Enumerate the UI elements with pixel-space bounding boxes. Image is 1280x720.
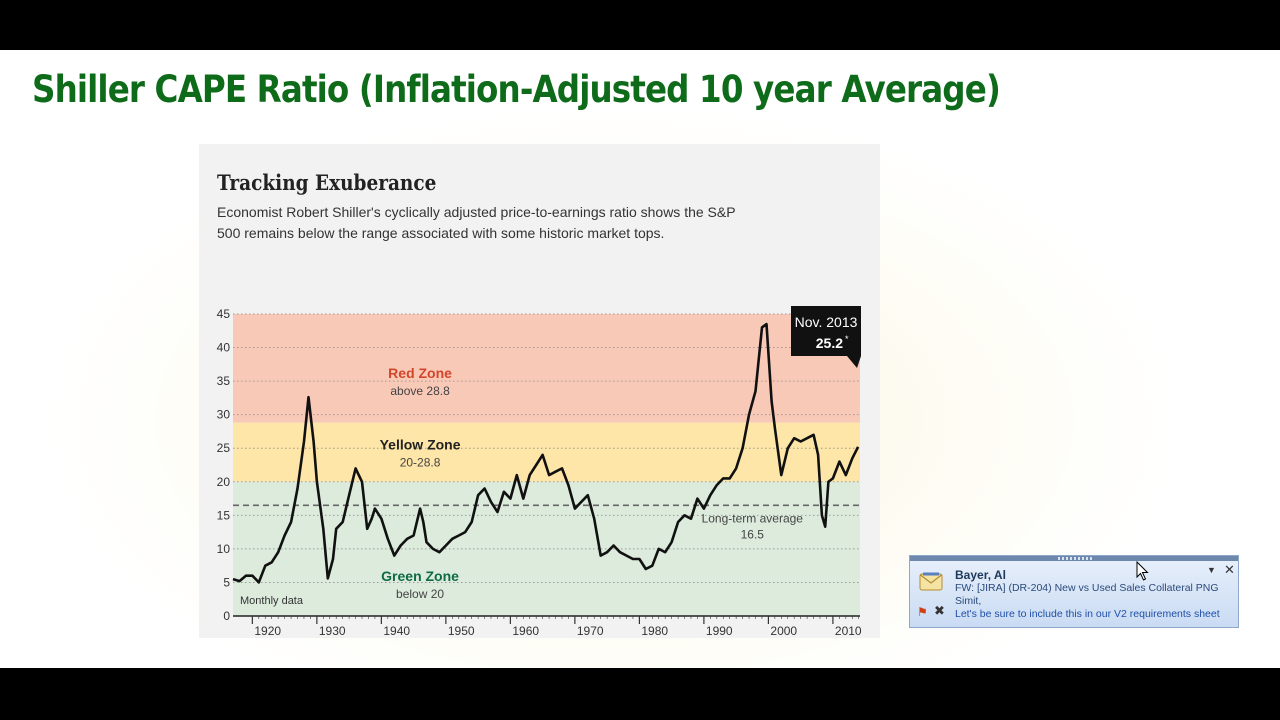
slide-title: Shiller CAPE Ratio (Inflation-Adjusted 1… (32, 68, 1001, 111)
cape-series-line (232, 322, 860, 584)
y-tick-label: 0 (223, 609, 230, 623)
y-tick-label: 45 (217, 307, 231, 321)
y-tick-label: 25 (217, 441, 231, 455)
delete-icon[interactable]: ✖ (934, 603, 945, 618)
x-tick-label: 1920 (254, 624, 281, 638)
x-tick-label: 2010 (835, 624, 862, 638)
dropdown-arrow-icon[interactable]: ▼ (1207, 565, 1216, 575)
y-tick-label: 30 (217, 408, 231, 422)
y-tick-label: 10 (217, 542, 231, 556)
chart-subtitle: Economist Robert Shiller's cyclically ad… (217, 204, 736, 241)
x-tick-label: 1990 (706, 624, 733, 638)
x-tick-label: 1950 (448, 624, 475, 638)
y-tick-label: 20 (217, 475, 231, 489)
callout-date: Nov. 2013 (795, 314, 858, 330)
x-tick-label: 2000 (770, 624, 797, 638)
chart-panel: Tracking Exuberance Economist Robert Shi… (199, 144, 880, 638)
y-tick-label: 15 (217, 508, 231, 522)
cape-line-chart: Long-term average 16.5 Red Zone above 28.8… (217, 306, 862, 638)
callout-marker: * (845, 334, 849, 344)
email-notification[interactable]: Bayer, Al FW: [JIRA] (DR-204) New vs Use… (909, 555, 1239, 628)
x-tick-label: 1970 (577, 624, 604, 638)
notification-drag-handle[interactable] (910, 556, 1238, 561)
notification-preview[interactable]: Let's be sure to include this in our V2 … (955, 608, 1220, 620)
zone-sublabel: above 28.8 (390, 384, 450, 398)
long-term-average-label: Long-term average (702, 511, 804, 525)
slide: Shiller CAPE Ratio (Inflation-Adjusted 1… (0, 50, 1280, 668)
x-tick-label: 1930 (319, 624, 346, 638)
zone-label: Red Zone (388, 365, 452, 381)
monthly-data-note: Monthly data (240, 595, 304, 607)
x-tick-label: 1940 (383, 624, 410, 638)
zone-label: Green Zone (381, 568, 459, 584)
envelope-icon (919, 572, 943, 591)
notification-subject[interactable]: FW: [JIRA] (DR-204) New vs Used Sales Co… (955, 582, 1219, 607)
mouse-cursor-icon (1136, 561, 1149, 581)
zone-sublabel: 20-28.8 (400, 456, 441, 470)
flag-icon[interactable]: ⚑ (917, 605, 928, 619)
y-tick-label: 40 (217, 341, 231, 355)
zone-band (233, 314, 860, 423)
close-icon[interactable]: ✕ (1224, 562, 1235, 577)
chart-title: Tracking Exuberance (217, 170, 437, 195)
zone-band (233, 422, 860, 482)
x-tick-label: 1960 (512, 624, 539, 638)
zone-label: Yellow Zone (380, 437, 461, 453)
callout-pointer (847, 356, 861, 368)
callout-value: 25.2 (816, 335, 843, 351)
zone-sublabel: below 20 (396, 587, 444, 601)
y-tick-label: 35 (217, 374, 231, 388)
long-term-average-value: 16.5 (741, 527, 765, 541)
notification-sender[interactable]: Bayer, Al (955, 568, 1006, 582)
y-tick-label: 5 (223, 575, 230, 589)
x-tick-label: 1980 (641, 624, 668, 638)
callout-box (791, 306, 861, 356)
